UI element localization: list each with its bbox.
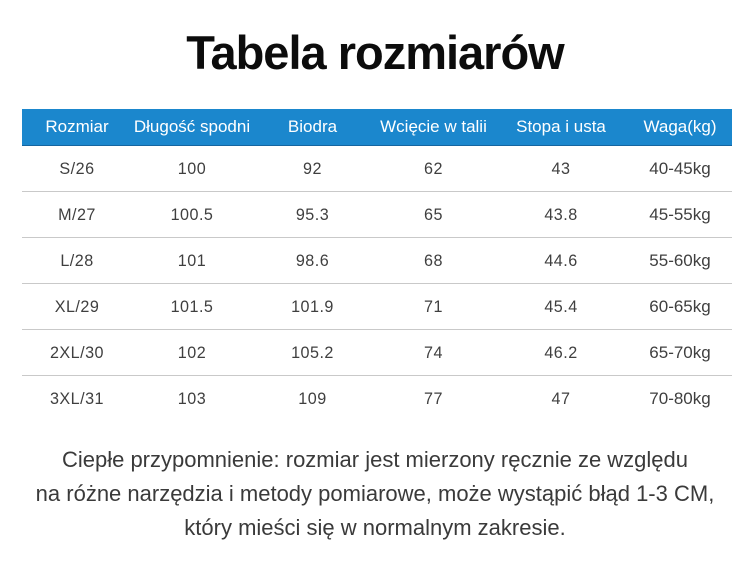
size-cell: 3XL/31: [49, 388, 105, 408]
table-header-row: Rozmiar Długość spodni Biodra Wcięcie w …: [22, 109, 732, 146]
size-cell: 100.5: [170, 204, 214, 224]
table-row: M/27 100.5 95.3 65 43.8 45-55kg: [22, 192, 732, 238]
size-cell: 77: [424, 388, 443, 408]
size-cell: 102: [177, 342, 207, 362]
size-cell: 95.3: [295, 204, 330, 224]
size-cell: 60-65kg: [649, 296, 711, 316]
size-cell: 92: [303, 158, 322, 178]
table-row: 3XL/31 103 109 77 47 70-80kg: [22, 376, 732, 421]
column-header-waga: Waga(kg): [643, 117, 717, 136]
size-cell: 101: [177, 250, 207, 270]
size-cell: 68: [424, 250, 443, 270]
size-cell: M/27: [58, 204, 96, 224]
size-cell: 100: [177, 158, 207, 178]
size-cell: 40-45kg: [649, 158, 711, 178]
size-cell: 103: [177, 388, 207, 408]
size-cell: 45-55kg: [649, 204, 711, 224]
size-cell: 101.9: [291, 296, 334, 316]
size-cell: 98.6: [295, 250, 330, 270]
size-cell: 70-80kg: [649, 388, 711, 408]
size-cell: 46.2: [544, 342, 578, 362]
size-cell: 43.8: [544, 204, 578, 224]
size-cell: 45.4: [544, 296, 578, 316]
size-cell: 71: [424, 296, 443, 316]
size-cell: XL/29: [54, 296, 100, 316]
note-line: który mieści się w normalnym zakresie.: [184, 515, 566, 540]
table-row: S/26 100 92 62 43 40-45kg: [22, 146, 732, 192]
table-row: L/28 101 98.6 68 44.6 55-60kg: [22, 238, 732, 284]
column-header-wciecie-w-talii: Wcięcie w talii: [380, 117, 487, 136]
size-cell: 44.6: [544, 250, 578, 270]
size-cell: 74: [424, 342, 443, 362]
size-cell: 43: [551, 158, 571, 178]
size-cell: 62: [424, 158, 443, 178]
measurement-note: Ciepłe przypomnienie: rozmiar jest mierz…: [0, 443, 750, 545]
table-row: 2XL/30 102 105.2 74 46.2 65-70kg: [22, 330, 732, 376]
size-cell: 105.2: [291, 342, 334, 362]
size-table: Rozmiar Długość spodni Biodra Wcięcie w …: [22, 109, 732, 421]
size-cell: 65: [424, 204, 443, 224]
size-cell: 47: [551, 388, 571, 408]
size-cell: 65-70kg: [649, 342, 711, 362]
note-line: Ciepłe przypomnienie: rozmiar jest mierz…: [61, 447, 689, 472]
table-row: XL/29 101.5 101.9 71 45.4 60-65kg: [22, 284, 732, 330]
column-header-dlugosc-spodni: Długość spodni: [133, 117, 251, 136]
size-cell: 2XL/30: [49, 342, 105, 362]
column-header-stopa-i-usta: Stopa i usta: [516, 117, 606, 136]
column-header-biodra: Biodra: [287, 117, 338, 136]
size-cell: L/28: [60, 250, 94, 270]
size-cell: 101.5: [170, 296, 214, 316]
size-cell: S/26: [59, 158, 95, 178]
column-header-rozmiar: Rozmiar: [45, 117, 109, 136]
size-cell: 109: [298, 388, 327, 408]
note-line: na różne narzędzia i metody pomiarowe, m…: [35, 481, 715, 506]
size-cell: 55-60kg: [649, 250, 711, 270]
page-title: Tabela rozmiarów: [186, 26, 565, 79]
